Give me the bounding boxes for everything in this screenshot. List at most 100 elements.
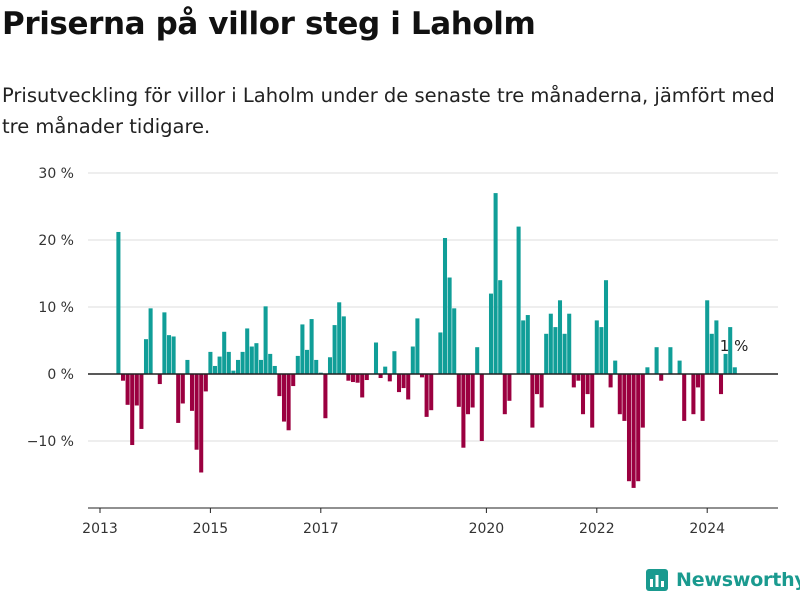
bar [461,374,466,448]
x-tick-label: 2013 [82,521,118,537]
bar [268,353,273,374]
last-value-label: 1 % [720,337,749,355]
bar [254,343,259,374]
x-tick-label: 2017 [303,521,339,537]
bar [226,351,231,374]
bar [714,320,719,374]
bar [240,351,245,374]
bar [622,374,627,421]
bar [493,193,498,374]
bar [475,347,480,374]
bar [442,237,448,374]
bar [576,374,581,381]
bar [594,320,599,374]
bar [346,374,351,381]
bar [709,333,714,374]
brand-name: Newsworthy [676,569,800,591]
x-tick-label: 2015 [193,521,229,537]
bar [406,374,411,400]
newsworthy-logo-icon [646,569,668,591]
bar [553,327,558,374]
bar [507,374,512,401]
bar [350,374,356,383]
bar [120,374,126,381]
bar [590,374,595,428]
bar [424,374,429,417]
bar [300,324,305,374]
bar [539,374,544,408]
bar [378,374,383,379]
bar [157,374,162,385]
bar [373,342,379,374]
bar [700,374,705,421]
bar [281,374,287,422]
bar [525,315,530,374]
bar [245,328,250,374]
bar [534,374,540,395]
bar [502,374,507,415]
bar [185,359,190,374]
bar [544,333,549,374]
bar [599,327,604,374]
bar [640,374,645,428]
bar [530,374,535,428]
bar [162,312,167,374]
bar [189,374,195,411]
x-axis-ticks: 2013 2015 2017 2020 2022 2024 [82,508,725,537]
bar [208,351,213,374]
bar [452,308,457,374]
bar [498,280,503,374]
bar [603,280,609,374]
bar [668,347,673,374]
bar [659,374,664,381]
bar [171,336,176,374]
bar [521,320,526,374]
bar [314,359,319,374]
bar [291,374,296,387]
bar [364,374,369,381]
bar [249,346,254,374]
bar [396,374,402,393]
x-tick-label: 2022 [579,521,615,537]
bar [557,300,563,374]
bar [636,374,641,482]
bar [295,355,300,374]
bar [613,360,618,374]
bar [654,347,659,374]
bar [438,332,443,374]
bar [309,319,314,374]
bar [231,370,236,374]
bar-series [116,193,737,488]
y-tick-label: 10 % [38,300,74,316]
bar [139,374,144,429]
page-title: Priserna på villor steg i Laholm [2,6,536,42]
bar [383,366,388,374]
bar [567,313,572,374]
bar [410,346,415,374]
bar [631,374,636,488]
y-tick-label: −10 % [27,434,74,450]
bar [235,359,241,374]
bar [116,231,121,374]
bar [130,374,135,446]
bar [134,374,139,406]
bar [176,374,181,423]
bar [465,374,471,415]
brand-logo: Newsworthy [645,568,800,592]
bar [401,374,406,389]
bar [718,374,724,395]
bar [203,374,208,392]
bar [447,277,452,374]
bar [355,374,360,383]
bar [617,374,622,415]
y-tick-label: 20 % [38,233,74,249]
x-tick-label: 2024 [689,521,725,537]
bar [272,365,277,374]
bar [327,357,333,374]
x-tick-label: 2020 [469,521,505,537]
bar [222,331,227,374]
bar [332,325,337,374]
bar [341,316,346,374]
bar [479,374,484,441]
